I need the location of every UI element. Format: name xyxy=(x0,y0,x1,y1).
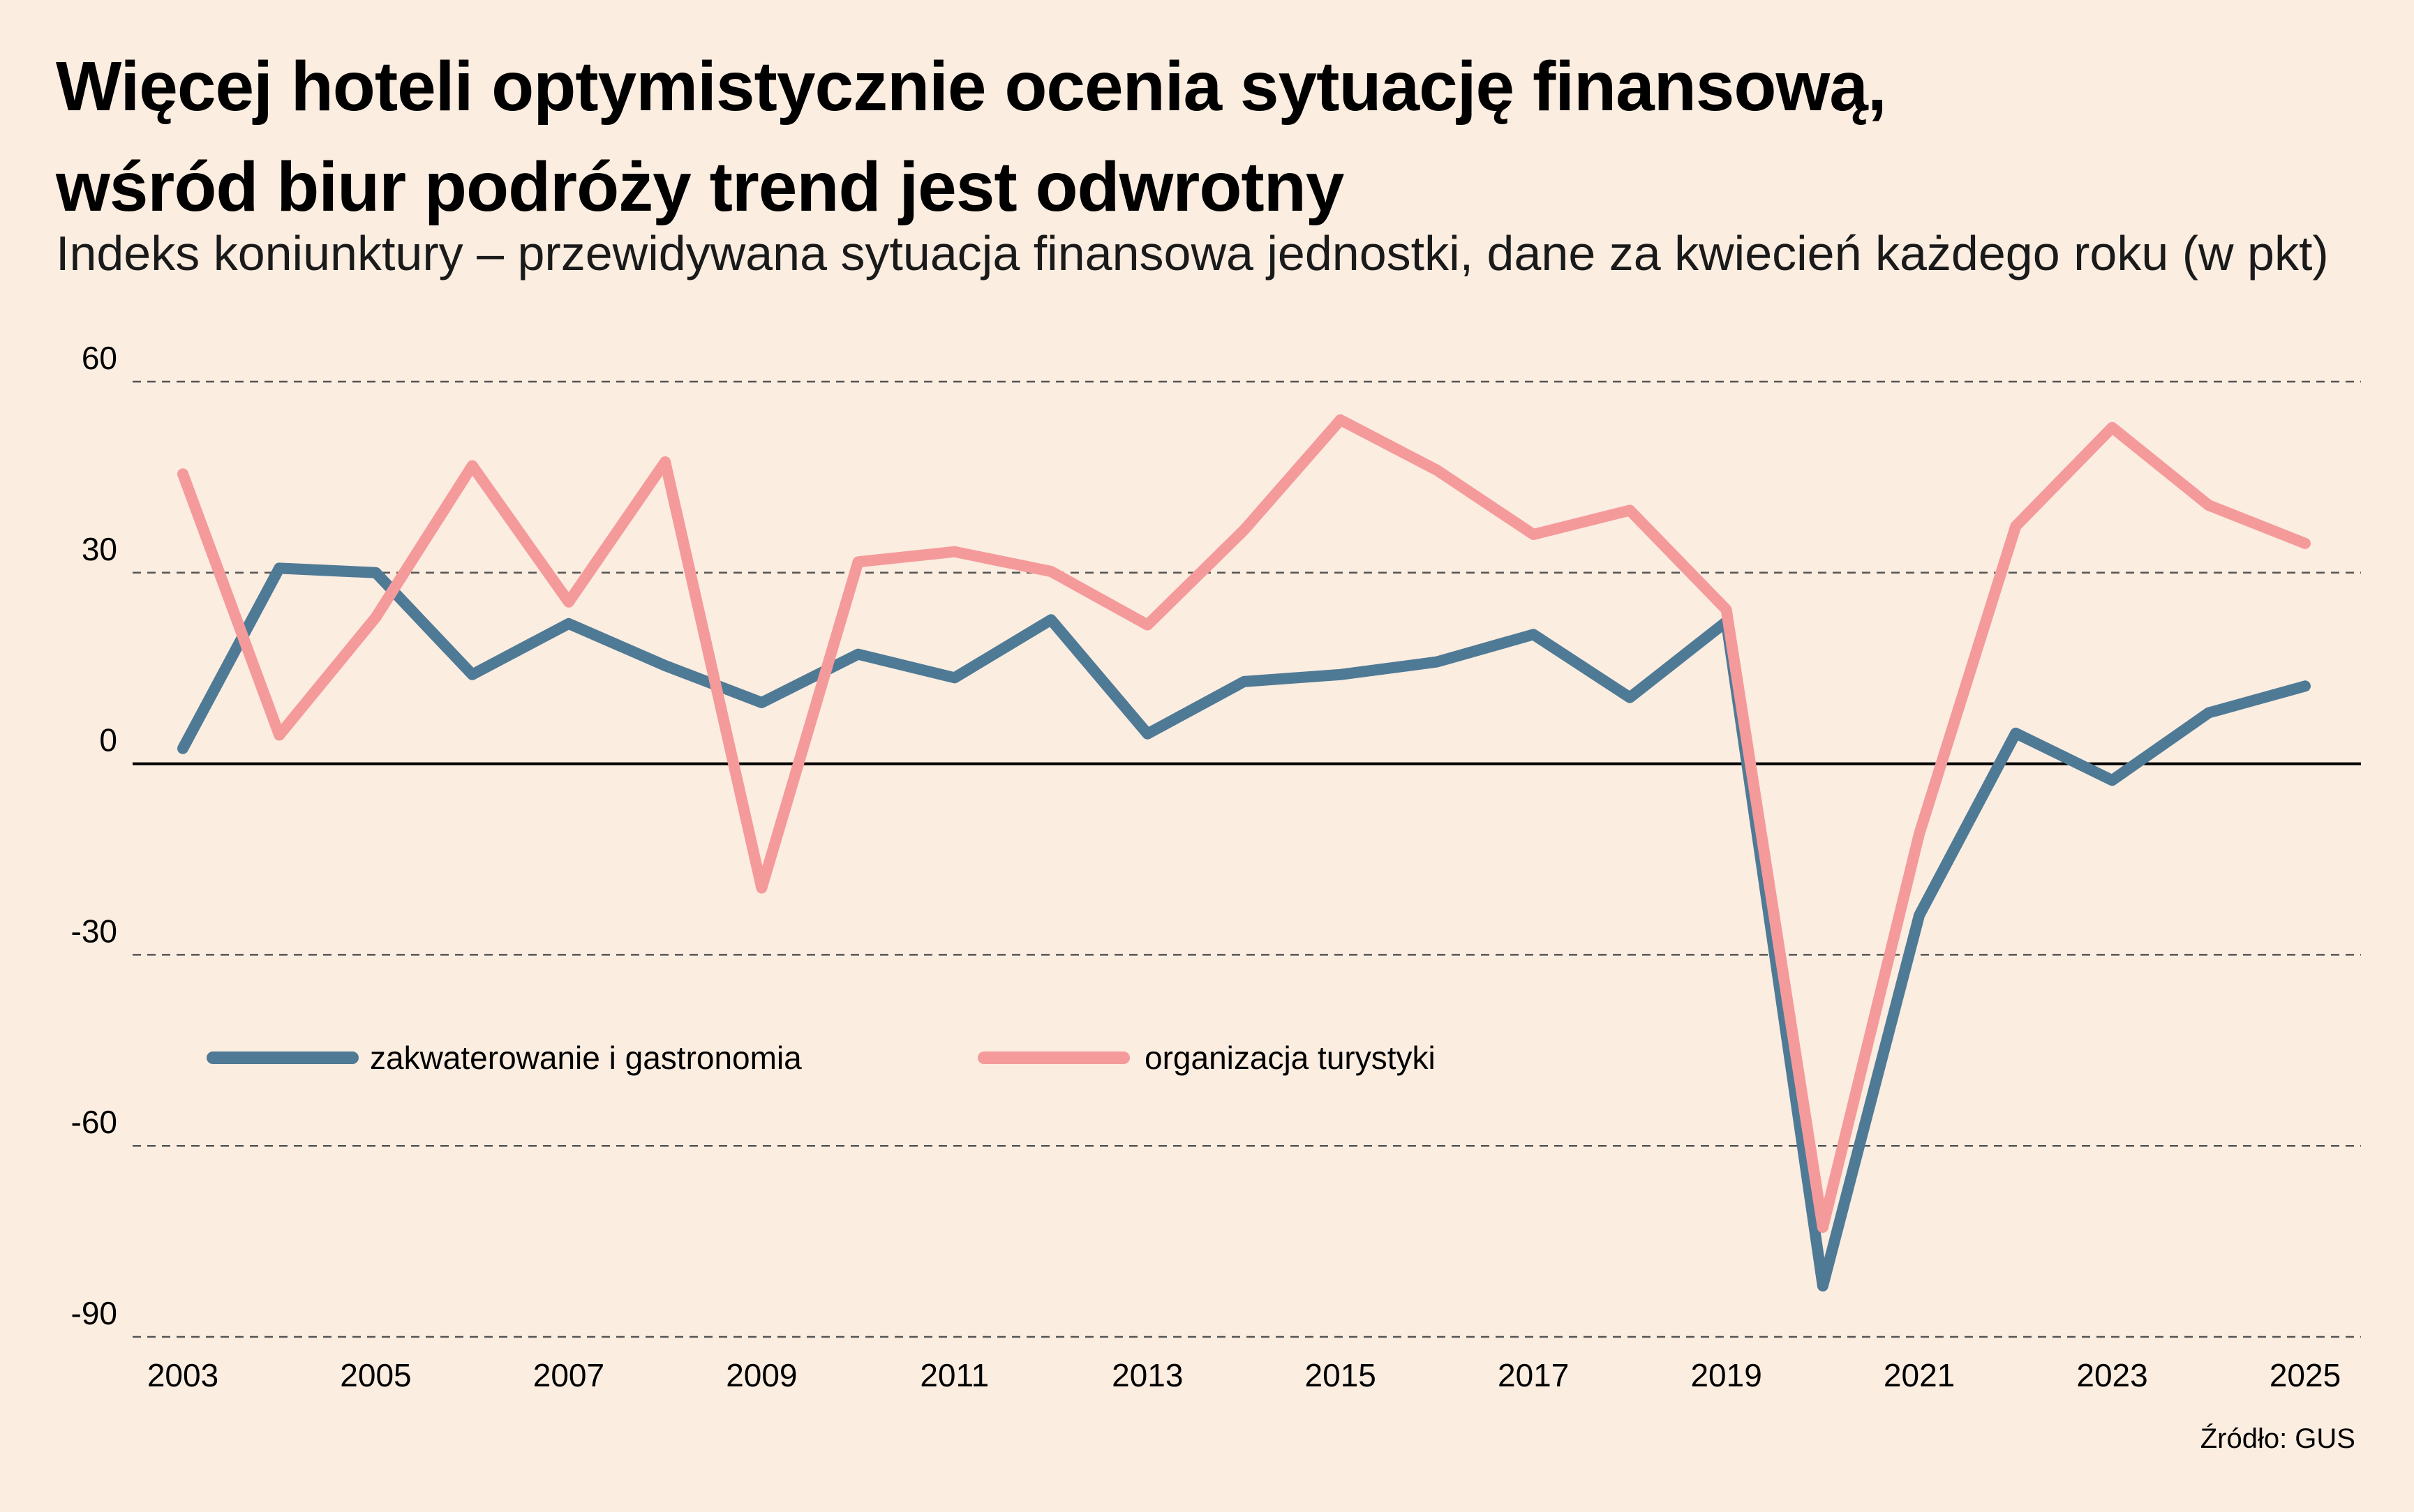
y-tick-label: 30 xyxy=(82,531,117,567)
x-axis-ticks: 2003 2005 2007 2009 2011 2013 2015 2017 2019 2021… xyxy=(147,1357,2341,1393)
x-tick-label: 2019 xyxy=(1690,1357,1761,1393)
x-tick-label: 2007 xyxy=(533,1357,604,1393)
y-tick-label: -60 xyxy=(71,1104,117,1140)
y-tick-label: -30 xyxy=(71,913,117,949)
legend: zakwaterowanie i gastronomia organizacja … xyxy=(207,1040,1436,1076)
x-tick-label: 2013 xyxy=(1112,1357,1183,1393)
series-line-2 xyxy=(177,414,2311,1233)
y-tick-label: -90 xyxy=(71,1295,117,1331)
x-tick-label: 2021 xyxy=(1884,1357,1955,1393)
y-axis-ticks: 60 30 0 -30 -60 -90 xyxy=(71,340,117,1331)
legend-label-2: organizacja turystyki xyxy=(1145,1040,1436,1076)
x-tick-label: 2017 xyxy=(1498,1357,1569,1393)
series-lines xyxy=(177,414,2311,1292)
title-line-1: Więcej hoteli optymistycznie ocenia sytu… xyxy=(56,47,1887,126)
x-tick-label: 2025 xyxy=(2270,1357,2341,1393)
y-tick-label: 0 xyxy=(99,722,117,758)
x-tick-label: 2015 xyxy=(1305,1357,1376,1393)
source-note: Źródło: GUS xyxy=(2200,1423,2355,1454)
x-tick-label: 2023 xyxy=(2076,1357,2147,1393)
y-tick-label: 60 xyxy=(82,340,117,376)
x-tick-label: 2011 xyxy=(920,1357,989,1393)
x-tick-label: 2003 xyxy=(147,1357,218,1393)
legend-label-1: zakwaterowanie i gastronomia xyxy=(370,1040,802,1076)
title-line-2: wśród biur podróży trend jest odwrotny xyxy=(56,148,1344,226)
x-tick-label: 2005 xyxy=(340,1357,411,1393)
chart-subtitle: Indeks koniunktury – przewidywana sytuac… xyxy=(56,226,2329,280)
x-tick-label: 2009 xyxy=(726,1357,797,1393)
series-line-1 xyxy=(177,562,2311,1292)
grid xyxy=(133,380,2361,1338)
chart-title: Więcej hoteli optymistycznie ocenia sytu… xyxy=(56,36,2359,237)
